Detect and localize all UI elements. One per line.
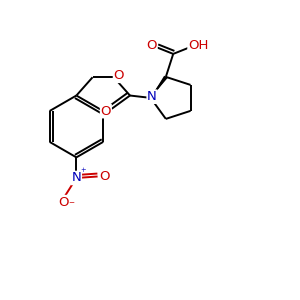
Text: O: O	[99, 170, 109, 183]
Text: O: O	[146, 40, 157, 52]
Text: N: N	[71, 172, 81, 184]
Text: O: O	[100, 105, 111, 118]
Text: O: O	[113, 69, 124, 82]
Polygon shape	[151, 76, 167, 98]
Text: N: N	[147, 90, 157, 103]
Text: $^-$: $^-$	[67, 200, 76, 210]
Text: O: O	[58, 196, 69, 208]
Text: OH: OH	[188, 40, 208, 52]
Text: $^+$: $^+$	[79, 167, 87, 177]
